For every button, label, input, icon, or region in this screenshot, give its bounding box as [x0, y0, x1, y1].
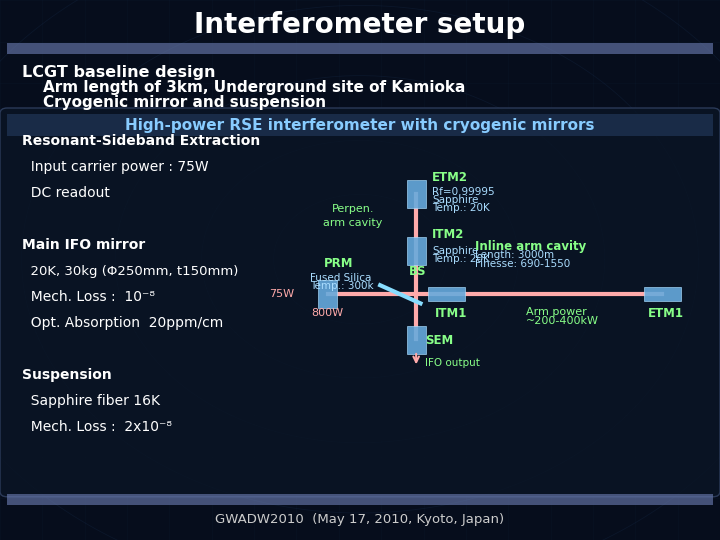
Text: Input carrier power : 75W: Input carrier power : 75W [22, 160, 208, 174]
Text: 20K, 30kg (Φ250mm, t150mm): 20K, 30kg (Φ250mm, t150mm) [22, 265, 238, 278]
FancyBboxPatch shape [407, 326, 426, 354]
Bar [7, 494, 713, 505]
Text: Finesse: 690-1550: Finesse: 690-1550 [475, 259, 570, 268]
Text: Interferometer setup: Interferometer setup [194, 11, 526, 39]
FancyBboxPatch shape [407, 237, 426, 265]
Text: Cryogenic mirror and suspension: Cryogenic mirror and suspension [22, 94, 325, 110]
Text: SEM: SEM [425, 334, 453, 347]
Text: Resonant-Sideband Extraction: Resonant-Sideband Extraction [22, 134, 260, 149]
Text: Rf=0.99995: Rf=0.99995 [432, 187, 495, 197]
Text: Inline arm cavity: Inline arm cavity [475, 240, 587, 253]
Text: BS: BS [409, 265, 426, 278]
FancyBboxPatch shape [644, 287, 681, 301]
Text: PRM: PRM [324, 257, 354, 270]
Text: ETM1: ETM1 [648, 307, 684, 320]
FancyBboxPatch shape [407, 180, 426, 208]
Text: Fused Silica: Fused Silica [310, 273, 371, 283]
FancyBboxPatch shape [318, 280, 337, 308]
FancyBboxPatch shape [0, 108, 720, 497]
Text: Temp.: 20K: Temp.: 20K [432, 203, 490, 213]
Text: 75W: 75W [269, 289, 294, 299]
Text: Opt. Absorption  20ppm/cm: Opt. Absorption 20ppm/cm [22, 316, 223, 330]
Text: ETM2: ETM2 [432, 171, 468, 184]
Text: Arm length of 3km, Underground site of Kamioka: Arm length of 3km, Underground site of K… [22, 80, 465, 95]
Text: Suspension: Suspension [22, 368, 112, 382]
Text: Sapphire: Sapphire [432, 246, 478, 255]
Text: Mech. Loss :  10⁻⁸: Mech. Loss : 10⁻⁸ [22, 290, 155, 304]
Text: Main IFO mirror: Main IFO mirror [22, 238, 145, 252]
Text: LCGT baseline design: LCGT baseline design [22, 65, 215, 80]
Text: Temp.: 20K: Temp.: 20K [432, 254, 490, 264]
Text: DC readout: DC readout [22, 186, 109, 200]
Text: Length: 3000m: Length: 3000m [475, 251, 554, 260]
Bar [7, 114, 713, 136]
Text: Perpen.
arm cavity: Perpen. arm cavity [323, 205, 382, 227]
Text: High-power RSE interferometer with cryogenic mirrors: High-power RSE interferometer with cryog… [125, 118, 595, 133]
Text: Temp.: 300k: Temp.: 300k [310, 281, 373, 291]
Text: Sapphire: Sapphire [432, 195, 478, 205]
Text: Sapphire fiber 16K: Sapphire fiber 16K [22, 394, 160, 408]
Text: 800W: 800W [312, 308, 343, 318]
Text: Arm power: Arm power [526, 307, 586, 317]
Text: GWADW2010  (May 17, 2010, Kyoto, Japan): GWADW2010 (May 17, 2010, Kyoto, Japan) [215, 513, 505, 526]
Text: ITM2: ITM2 [432, 228, 464, 241]
Text: ITM1: ITM1 [435, 307, 467, 320]
Text: IFO output: IFO output [425, 358, 480, 368]
Text: ~200-400kW: ~200-400kW [526, 316, 598, 326]
Text: Mech. Loss :  2x10⁻⁸: Mech. Loss : 2x10⁻⁸ [22, 420, 171, 434]
Bar [7, 43, 713, 54]
FancyBboxPatch shape [428, 287, 465, 301]
